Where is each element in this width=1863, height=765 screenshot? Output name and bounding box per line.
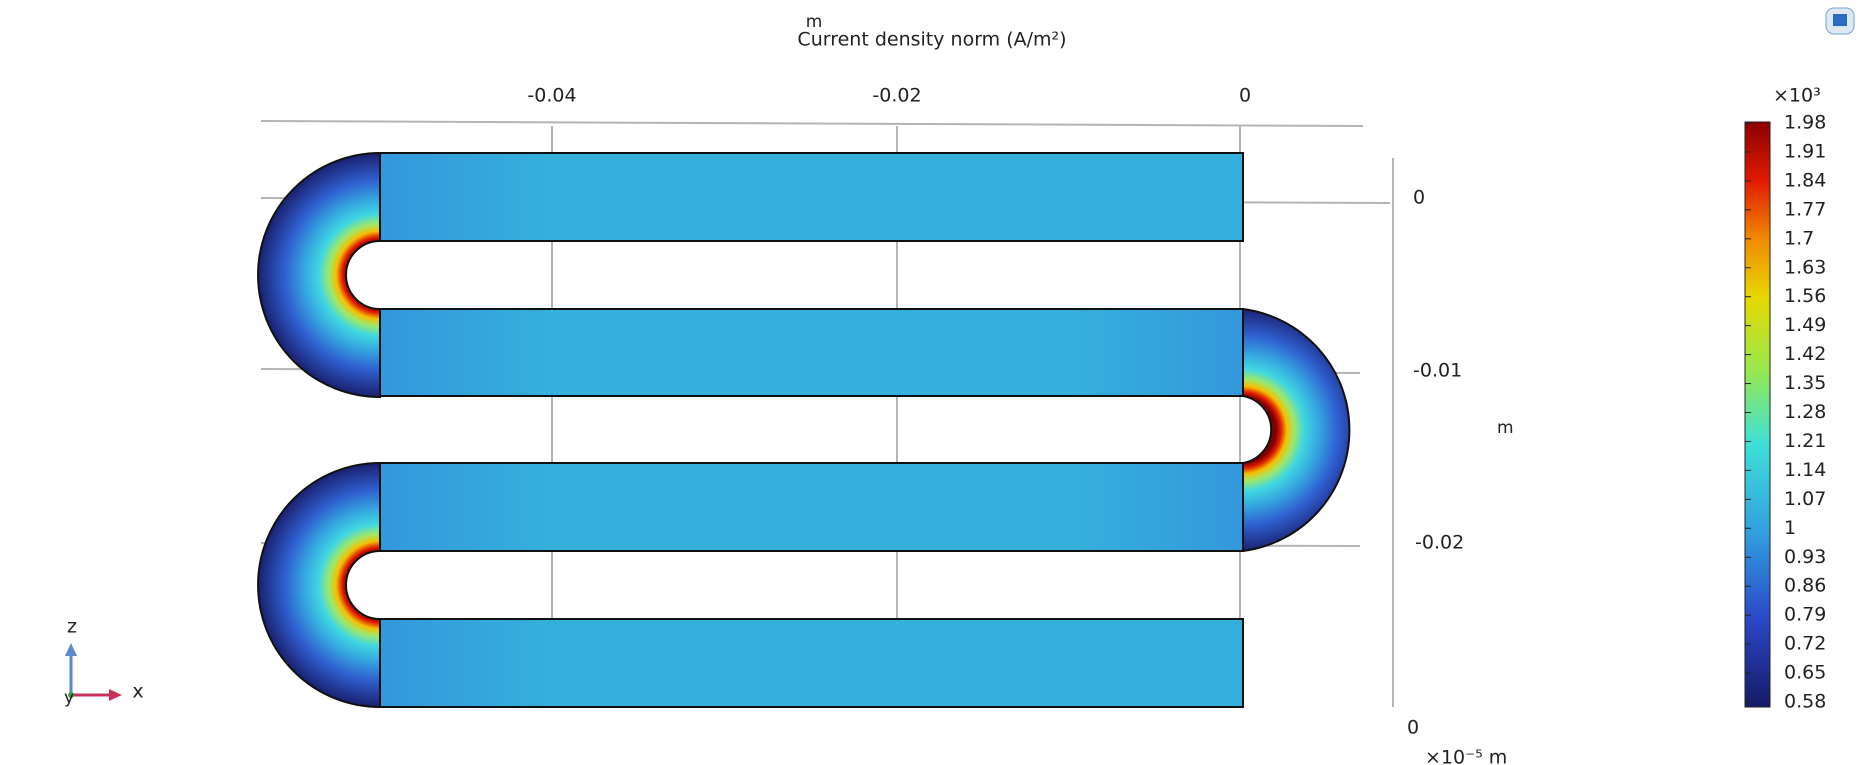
z-axis-unit: m (1497, 418, 1514, 438)
bend-shading (381, 154, 1242, 706)
colorbar-label: 0.86 (1784, 575, 1826, 597)
z-axis: 0 -0.01 -0.02 (1413, 187, 1464, 554)
colorbar-label: 1.7 (1784, 227, 1814, 249)
colorbar (1744, 121, 1771, 708)
axis-triad: z x y (64, 616, 144, 709)
colorbar-label: 1 (1784, 517, 1796, 539)
triad-x: x (132, 681, 143, 703)
x-tick-label: 0 (1239, 85, 1251, 107)
colorbar-label: 0.79 (1784, 604, 1826, 626)
colorbar-label: 1.21 (1784, 430, 1826, 452)
triad-z: z (67, 616, 77, 638)
colorbar-label: 1.28 (1784, 401, 1826, 423)
colorbar-multiplier: ×10³ (1773, 85, 1821, 107)
colorbar-label: 1.42 (1784, 343, 1826, 365)
colorbar-label: 1.77 (1784, 198, 1826, 220)
colorbar-label: 1.84 (1784, 169, 1826, 191)
triad-y: y (64, 688, 74, 708)
colorbar-label: 1.91 (1784, 140, 1826, 162)
x-axis: -0.04 -0.02 0 (527, 85, 1251, 107)
plot-title: Current density norm (A/m²) (797, 29, 1066, 51)
x-tick-label: -0.02 (872, 85, 921, 107)
app-icon-glyph (1833, 14, 1847, 26)
colorbar-label: 1.35 (1784, 372, 1826, 394)
colorbar-label: 0.72 (1784, 633, 1826, 655)
z-tick-label: 0 (1413, 187, 1425, 209)
colorbar-label: 0.65 (1784, 662, 1826, 684)
colorbar-label: 0.93 (1784, 546, 1826, 568)
colorbar-label: 1.49 (1784, 314, 1826, 336)
colorbar-label: 1.07 (1784, 488, 1826, 510)
colorbar-labels: 1.98 1.91 1.84 1.77 1.7 1.63 1.56 1.49 1.42 1.35 1… (1745, 112, 1826, 713)
z-tick-label: -0.01 (1413, 360, 1462, 382)
y-axis-tick: 0 (1407, 717, 1419, 739)
title-unit: m (806, 12, 823, 32)
colorbar-label: 1.14 (1784, 459, 1826, 481)
colorbar-label: 0.58 (1784, 691, 1826, 713)
colorbar-label: 1.98 (1784, 112, 1826, 134)
colorbar-label: 1.63 (1784, 256, 1826, 278)
y-axis-scale: ×10⁻⁵ m (1425, 747, 1507, 765)
x-tick-label: -0.04 (527, 85, 576, 107)
z-tick-label: -0.02 (1415, 532, 1464, 554)
colorbar-label: 1.56 (1784, 285, 1826, 307)
